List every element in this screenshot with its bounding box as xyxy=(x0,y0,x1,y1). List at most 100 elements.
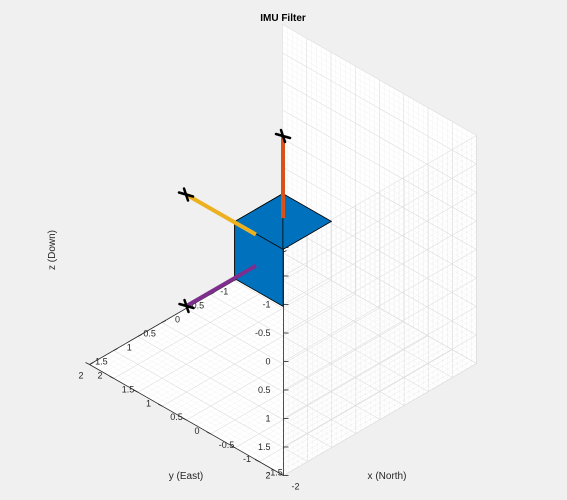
x-tick-mark xyxy=(182,417,187,421)
y-tick-label: -1 xyxy=(220,287,228,297)
grid-line xyxy=(282,178,477,290)
y-axis-label: y (East) xyxy=(169,471,203,482)
x-tick-mark xyxy=(279,473,284,476)
grid-line xyxy=(283,312,477,425)
y-tick-label: 0 xyxy=(175,315,180,325)
grid-line xyxy=(282,223,477,336)
grid xyxy=(89,24,477,476)
grid-line xyxy=(147,285,341,398)
grid-line xyxy=(123,344,318,457)
x-tick-label: -1.5 xyxy=(267,468,283,478)
x-tick-label: -0.5 xyxy=(219,440,235,450)
grid-line xyxy=(283,334,477,448)
grid-line xyxy=(282,189,477,301)
body-x-axis-tip-marker xyxy=(177,187,195,202)
x-tick-mark xyxy=(109,376,114,379)
grid-line xyxy=(283,255,477,368)
grid-line xyxy=(282,155,477,267)
y-tick-label: 1.5 xyxy=(95,357,108,367)
x-tick-mark xyxy=(133,389,139,393)
grid-line xyxy=(152,327,347,440)
z-axis-label: z (Down) xyxy=(47,230,58,270)
z-tick-label: 2 xyxy=(265,471,270,481)
grid-line xyxy=(108,353,303,465)
x-tick-label: 0.5 xyxy=(170,412,183,422)
z-tick-label: 1.5 xyxy=(258,442,271,452)
grid-line xyxy=(283,306,477,419)
grid-line xyxy=(142,282,336,396)
grid-line xyxy=(132,339,328,451)
grid-line xyxy=(99,358,294,471)
grid-line xyxy=(283,289,477,402)
grid-line xyxy=(94,361,289,473)
tip-marker-glyph xyxy=(274,128,292,144)
grid-line xyxy=(181,311,376,423)
x-tick-label: 1.5 xyxy=(122,384,135,394)
x-tick-mark xyxy=(230,445,236,449)
y-tick-label: 0.5 xyxy=(143,329,156,339)
grid-line xyxy=(283,300,477,413)
x-tick-mark xyxy=(85,362,90,365)
z-tick-label: 1 xyxy=(265,414,270,424)
x-axis-label: x (North) xyxy=(368,471,407,482)
y-tick-mark xyxy=(113,348,118,351)
grid-line xyxy=(166,319,361,431)
grid-line xyxy=(282,218,477,330)
tip-marker-glyph xyxy=(177,187,195,202)
grid-line xyxy=(283,346,477,459)
y-tick-label: 2 xyxy=(78,371,83,381)
grid-line xyxy=(283,249,477,362)
grid-line xyxy=(282,149,477,262)
grid-line xyxy=(282,246,477,358)
grid-line xyxy=(137,279,332,393)
grid-line xyxy=(282,252,477,364)
grid-line xyxy=(161,322,357,434)
grid-line xyxy=(282,172,477,284)
z-tick-label: -0.5 xyxy=(255,328,271,338)
grid-line xyxy=(282,183,477,296)
z-tick-label: 0 xyxy=(265,357,270,367)
x-tick-label: 0 xyxy=(195,426,200,436)
y-tick-mark xyxy=(161,320,167,323)
grid-line xyxy=(103,355,299,468)
body-y-axis xyxy=(185,263,257,308)
body-y-axis-tip-marker xyxy=(178,298,195,314)
orientation-body xyxy=(177,128,333,314)
grid-line xyxy=(176,302,370,415)
z-tick-label: -1 xyxy=(262,300,270,310)
grid-line xyxy=(283,363,477,476)
y-tick-mark xyxy=(89,362,94,365)
x-tick-mark xyxy=(206,431,211,435)
grid-line xyxy=(283,294,477,408)
grid-line xyxy=(283,260,477,374)
grid-line xyxy=(133,277,327,390)
grid-line xyxy=(282,138,477,250)
grid-line xyxy=(283,277,477,391)
x-tick-mark xyxy=(158,403,163,407)
grid-line xyxy=(157,291,351,404)
grid-line xyxy=(283,357,477,470)
y-tick-label: -0.5 xyxy=(189,301,205,311)
grid-line xyxy=(137,336,332,448)
grid-line xyxy=(282,235,477,347)
x-tick-label: 2 xyxy=(98,371,103,381)
grid-line xyxy=(171,316,366,429)
grid-line xyxy=(113,350,308,462)
tip-marker-glyph xyxy=(178,298,195,314)
grid-line xyxy=(171,299,366,412)
x-tick-mark xyxy=(255,459,260,462)
body-x-axis xyxy=(185,192,257,237)
grid-line xyxy=(185,308,381,420)
grid-line xyxy=(283,317,477,431)
grid-line xyxy=(128,341,323,454)
x-tick-label: -2 xyxy=(292,482,300,492)
grid-line xyxy=(282,240,477,353)
body-z-axis-tip-marker xyxy=(274,128,292,144)
grid-line xyxy=(283,323,477,436)
grid-line xyxy=(283,351,477,465)
grid-line xyxy=(142,333,337,445)
grid-line xyxy=(152,288,346,401)
grid-line xyxy=(176,313,371,426)
